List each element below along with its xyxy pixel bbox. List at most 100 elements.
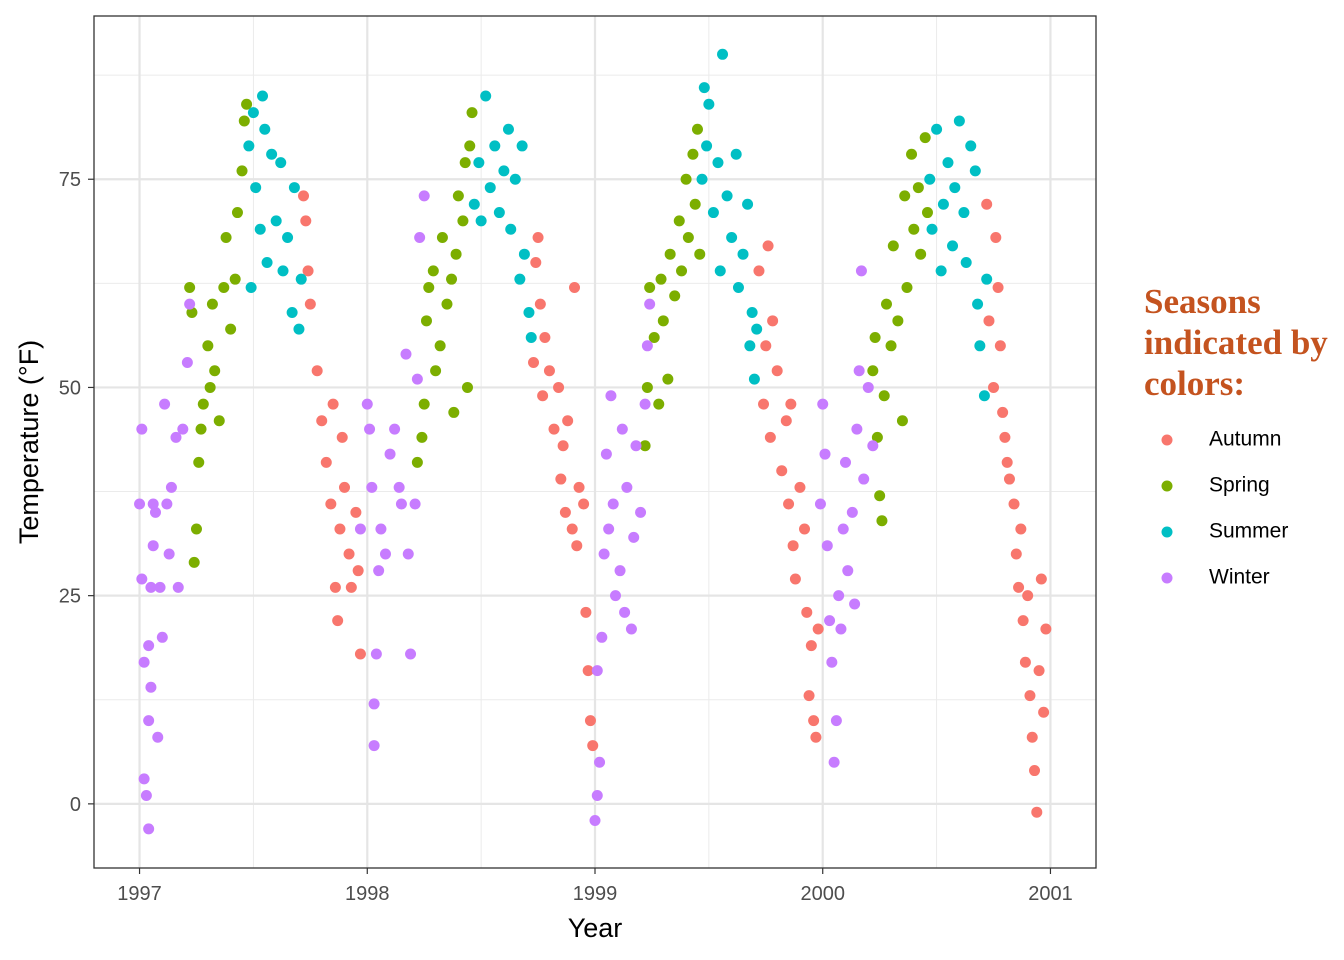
point xyxy=(994,340,1006,352)
point xyxy=(937,198,949,210)
axes: 0 25 50 75 1997 1998 1999 2000 2001 xyxy=(59,169,1073,905)
point xyxy=(138,656,150,668)
point xyxy=(528,356,540,368)
point xyxy=(184,282,196,294)
point xyxy=(559,506,571,518)
point xyxy=(644,282,656,294)
point xyxy=(134,498,146,510)
point xyxy=(821,540,833,552)
point xyxy=(803,690,815,702)
point xyxy=(423,282,435,294)
point xyxy=(243,140,255,152)
point xyxy=(835,623,847,635)
point xyxy=(730,148,742,160)
point xyxy=(849,598,861,610)
point xyxy=(300,215,312,227)
point xyxy=(616,423,628,435)
point xyxy=(669,290,681,302)
point xyxy=(298,190,310,202)
point xyxy=(420,315,432,327)
point xyxy=(1026,731,1038,743)
point xyxy=(764,431,776,443)
point xyxy=(1038,706,1050,718)
point xyxy=(159,398,171,410)
point xyxy=(949,182,961,194)
point xyxy=(988,381,1000,393)
point xyxy=(186,306,198,318)
point xyxy=(899,190,911,202)
point xyxy=(163,548,175,560)
point xyxy=(960,257,972,269)
point xyxy=(238,115,250,127)
point xyxy=(473,157,485,169)
point xyxy=(846,506,858,518)
x-axis-title: Year xyxy=(568,913,623,943)
point xyxy=(409,498,421,510)
point xyxy=(591,665,603,677)
point xyxy=(1024,690,1036,702)
point xyxy=(368,740,380,752)
point xyxy=(851,423,863,435)
point xyxy=(1022,590,1034,602)
point xyxy=(587,740,599,752)
point xyxy=(190,523,202,535)
point xyxy=(591,790,603,802)
point xyxy=(935,265,947,277)
x-tick-label: 1997 xyxy=(117,883,162,905)
point xyxy=(266,148,278,160)
point xyxy=(997,406,1009,418)
point xyxy=(514,273,526,285)
point xyxy=(748,373,760,385)
point xyxy=(853,365,865,377)
point xyxy=(653,398,665,410)
y-tick-label: 50 xyxy=(59,377,81,399)
point xyxy=(571,540,583,552)
point xyxy=(336,431,348,443)
point xyxy=(332,615,344,627)
point xyxy=(195,423,207,435)
point xyxy=(145,681,157,693)
point xyxy=(582,665,594,677)
point xyxy=(562,415,574,427)
point xyxy=(965,140,977,152)
point xyxy=(370,648,382,660)
point xyxy=(1040,623,1052,635)
point xyxy=(236,165,248,177)
point xyxy=(862,381,874,393)
point xyxy=(152,731,164,743)
point xyxy=(461,381,473,393)
point xyxy=(780,415,792,427)
point xyxy=(295,273,307,285)
point xyxy=(919,132,931,144)
point xyxy=(603,523,615,535)
point xyxy=(1029,765,1041,777)
point xyxy=(557,440,569,452)
point xyxy=(871,431,883,443)
point xyxy=(673,215,685,227)
point xyxy=(805,640,817,652)
point xyxy=(241,98,253,110)
point xyxy=(915,248,927,260)
point xyxy=(680,173,692,185)
point xyxy=(143,715,155,727)
point xyxy=(999,431,1011,443)
point xyxy=(758,398,770,410)
point xyxy=(721,190,733,202)
point xyxy=(468,198,480,210)
point xyxy=(457,215,469,227)
point xyxy=(414,232,426,244)
point xyxy=(876,515,888,527)
point xyxy=(193,456,205,468)
point xyxy=(794,481,806,493)
point xyxy=(785,398,797,410)
point xyxy=(368,698,380,710)
legend-label: Winter xyxy=(1209,566,1270,589)
point xyxy=(1035,573,1047,585)
point xyxy=(867,365,879,377)
point xyxy=(662,373,674,385)
point xyxy=(639,440,651,452)
point xyxy=(480,90,492,102)
point xyxy=(277,265,289,277)
